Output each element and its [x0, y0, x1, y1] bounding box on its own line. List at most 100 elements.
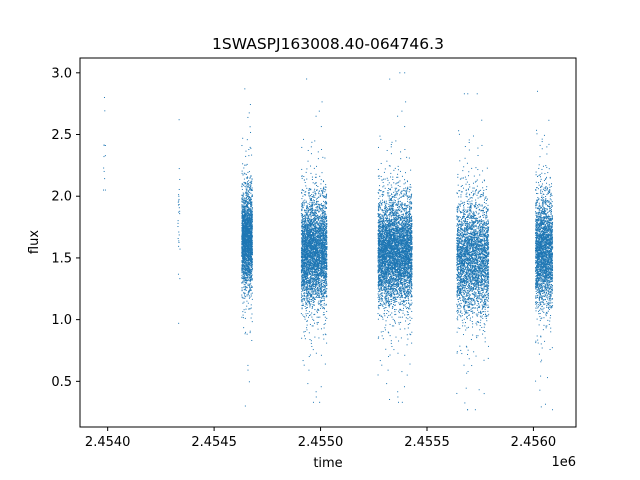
data-point: [241, 216, 243, 218]
data-point: [245, 231, 247, 233]
data-point: [244, 288, 246, 290]
data-point: [243, 199, 245, 201]
data-point: [250, 247, 252, 249]
data-point: [309, 247, 311, 249]
data-point: [242, 256, 244, 258]
data-point: [251, 182, 253, 184]
data-point: [243, 230, 245, 232]
data-point: [241, 250, 243, 252]
data-point: [241, 224, 243, 226]
data-point: [251, 235, 253, 237]
data-point: [246, 232, 248, 234]
data-point: [246, 267, 248, 269]
data-point: [323, 304, 325, 306]
data-point: [242, 174, 244, 176]
data-point: [245, 173, 247, 175]
data-point: [249, 288, 251, 290]
data-point: [320, 208, 322, 210]
data-point: [241, 281, 243, 283]
data-point: [243, 215, 245, 217]
data-point: [305, 200, 307, 202]
data-point: [241, 265, 243, 267]
data-point: [247, 239, 249, 241]
data-point: [245, 254, 247, 256]
data-point: [310, 268, 312, 270]
data-point: [251, 211, 253, 213]
data-point: [247, 284, 249, 286]
data-point: [302, 202, 304, 204]
data-point: [320, 283, 322, 285]
data-point: [246, 249, 248, 251]
data-point: [318, 268, 320, 270]
data-point: [245, 259, 247, 261]
data-point: [251, 250, 253, 252]
data-point: [304, 316, 306, 318]
data-point: [312, 401, 314, 403]
data-point: [247, 254, 249, 256]
data-point: [251, 251, 253, 253]
data-point: [244, 250, 246, 252]
data-point: [248, 213, 250, 215]
data-point: [244, 254, 246, 256]
data-point: [320, 271, 322, 273]
data-point: [313, 201, 315, 203]
data-point: [104, 155, 106, 157]
data-point: [246, 189, 248, 191]
data-point: [248, 269, 250, 271]
data-point: [318, 110, 320, 112]
data-point: [243, 265, 245, 267]
data-point: [308, 246, 310, 248]
data-point: [309, 314, 310, 316]
data-point: [325, 197, 327, 199]
data-point: [245, 250, 247, 252]
data-point: [243, 203, 245, 205]
data-point: [245, 237, 247, 239]
data-point: [247, 216, 249, 218]
data-point: [315, 396, 317, 398]
data-point: [241, 251, 243, 253]
data-point: [251, 243, 253, 245]
data-point: [304, 221, 306, 223]
data-point: [242, 208, 244, 210]
data-point: [307, 277, 309, 279]
data-point: [251, 269, 253, 271]
data-point: [246, 252, 248, 254]
data-point: [251, 261, 253, 263]
data-point: [247, 222, 249, 224]
data-point: [251, 211, 253, 213]
data-point: [309, 354, 311, 356]
data-point: [250, 183, 252, 185]
data-point: [250, 210, 252, 212]
data-point: [316, 200, 318, 202]
data-point: [250, 224, 251, 226]
data-point: [241, 231, 243, 233]
data-point: [247, 243, 249, 245]
data-point: [247, 171, 249, 173]
data-point: [312, 297, 314, 299]
data-point: [249, 237, 251, 239]
data-point: [318, 276, 320, 278]
data-point: [241, 269, 243, 271]
data-point: [306, 295, 308, 297]
data-point: [321, 286, 323, 288]
data-point: [250, 269, 252, 271]
data-point: [303, 246, 305, 248]
data-point: [316, 310, 318, 312]
data-point: [251, 248, 253, 250]
data-point: [323, 302, 325, 304]
data-point: [241, 294, 243, 296]
data-point: [315, 176, 317, 178]
data-point: [325, 271, 327, 273]
data-point: [314, 218, 316, 220]
data-point: [250, 226, 252, 228]
data-point: [241, 267, 243, 269]
data-point: [244, 201, 246, 203]
data-point: [244, 213, 246, 215]
data-point: [320, 126, 322, 128]
data-point: [242, 239, 244, 241]
data-point: [306, 296, 308, 298]
data-point: [250, 260, 252, 262]
data-point: [321, 149, 323, 150]
data-point: [241, 244, 243, 246]
data-point: [250, 227, 252, 229]
